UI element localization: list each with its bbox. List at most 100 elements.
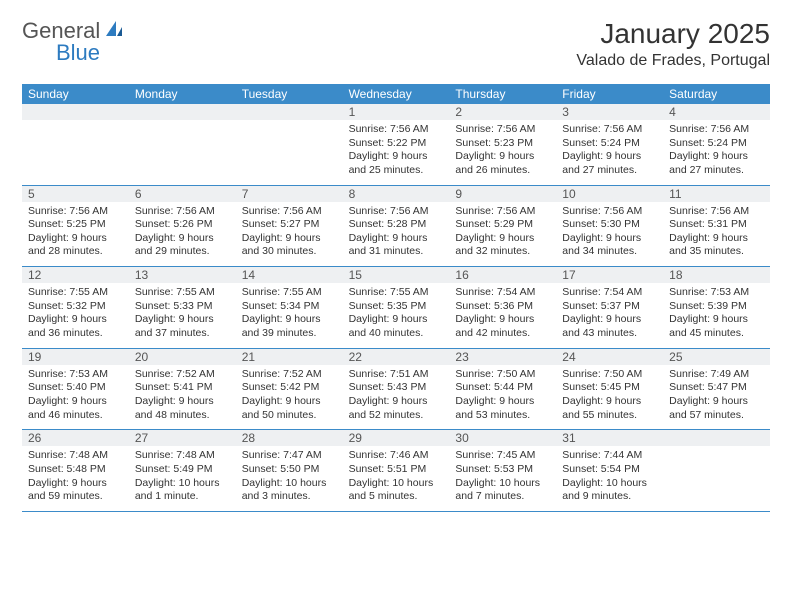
weekday-label: Sunday <box>22 84 129 104</box>
sunrise-line: Sunrise: 7:49 AM <box>669 368 749 380</box>
weekday-header: SundayMondayTuesdayWednesdayThursdayFrid… <box>22 84 770 104</box>
day-number: 14 <box>236 267 343 283</box>
daynum-row: 12131415161718 <box>22 267 770 283</box>
day-number: 9 <box>449 186 556 202</box>
day-number: 16 <box>449 267 556 283</box>
sunrise-line: Sunrise: 7:56 AM <box>135 205 215 217</box>
day-number: 18 <box>663 267 770 283</box>
day-number: 1 <box>343 104 450 120</box>
sunrise-line: Sunrise: 7:56 AM <box>455 123 535 135</box>
day-number: 13 <box>129 267 236 283</box>
day-number <box>22 104 129 120</box>
day-cell: Sunrise: 7:54 AM Sunset: 5:37 PMDaylight:… <box>556 283 663 348</box>
daylight-line: Daylight: 9 hours and 34 minutes. <box>562 232 641 258</box>
day-number: 6 <box>129 186 236 202</box>
sunset-line: Sunset: 5:24 PM <box>562 137 640 149</box>
sunrise-line: Sunrise: 7:56 AM <box>349 205 429 217</box>
sunrise-line: Sunrise: 7:54 AM <box>562 286 642 298</box>
header: General Blue January 2025 Valado de Frad… <box>22 18 770 70</box>
sunset-line: Sunset: 5:28 PM <box>349 218 427 230</box>
daylight-line: Daylight: 9 hours and 46 minutes. <box>28 395 107 421</box>
sunset-line: Sunset: 5:45 PM <box>562 381 640 393</box>
day-number: 28 <box>236 430 343 446</box>
daylight-line: Daylight: 9 hours and 45 minutes. <box>669 313 748 339</box>
sunrise-line: Sunrise: 7:48 AM <box>135 449 215 461</box>
daylight-line: Daylight: 9 hours and 35 minutes. <box>669 232 748 258</box>
sunset-line: Sunset: 5:41 PM <box>135 381 213 393</box>
day-number <box>663 430 770 446</box>
sunrise-line: Sunrise: 7:54 AM <box>455 286 535 298</box>
day-number: 26 <box>22 430 129 446</box>
info-row: Sunrise: 7:56 AM Sunset: 5:22 PM Daylight:… <box>22 120 770 186</box>
day-number: 19 <box>22 349 129 365</box>
day-number: 7 <box>236 186 343 202</box>
daylight-line: Daylight: 9 hours and 26 minutes. <box>455 150 534 176</box>
sunset-line: Sunset: 5:49 PM <box>135 463 213 475</box>
sunrise-line: Sunrise: 7:55 AM <box>135 286 215 298</box>
daylight-line: Daylight: 9 hours and 36 minutes. <box>28 313 107 339</box>
sunset-line: Sunset: 5:36 PM <box>455 300 533 312</box>
day-number: 10 <box>556 186 663 202</box>
sunrise-line: Sunrise: 7:51 AM <box>349 368 429 380</box>
sunrise-line: Sunrise: 7:45 AM <box>455 449 535 461</box>
day-cell: Sunrise: 7:56 AMSunset: 5:26 PMDaylight:… <box>129 202 236 267</box>
sunset-line: Sunset: 5:27 PM <box>242 218 320 230</box>
day-cell: Sunrise: 7:53 AMSunset: 5:40 PMDaylight:… <box>22 365 129 430</box>
sunset-line: Sunset: 5:51 PM <box>349 463 427 475</box>
day-cell: Sunrise: 7:56 AMSunset: 5:29 PMDaylight:… <box>449 202 556 267</box>
day-number: 21 <box>236 349 343 365</box>
daylight-line: Daylight: 10 hours and 9 minutes. <box>562 477 647 503</box>
daylight-line: Daylight: 9 hours and 42 minutes. <box>455 313 534 339</box>
sunrise-line: Sunrise: 7:47 AM <box>242 449 322 461</box>
daylight-line: Daylight: 9 hours and 52 minutes. <box>349 395 428 421</box>
day-number: 31 <box>556 430 663 446</box>
sunrise-line: Sunrise: 7:46 AM <box>349 449 429 461</box>
daylight-line: Daylight: 9 hours and 43 minutes. <box>562 313 641 339</box>
day-cell: Sunrise: 7:48 AMSunset: 5:48 PMDaylight:… <box>22 446 129 511</box>
sunset-line: Sunset: 5:37 PM <box>562 300 640 312</box>
day-cell: Sunrise: 7:53 AMSunset: 5:39 PMDaylight:… <box>663 283 770 348</box>
logo: General Blue <box>22 18 126 44</box>
day-number: 8 <box>343 186 450 202</box>
day-cell <box>663 446 770 511</box>
day-cell: Sunrise: 7:49 AMSunset: 5:47 PMDaylight:… <box>663 365 770 430</box>
sunrise-line: Sunrise: 7:55 AM <box>242 286 322 298</box>
sunrise-line: Sunrise: 7:52 AM <box>135 368 215 380</box>
calendar: SundayMondayTuesdayWednesdayThursdayFrid… <box>22 84 770 512</box>
day-cell: Sunrise: 7:50 AMSunset: 5:44 PMDaylight:… <box>449 365 556 430</box>
daylight-line: Daylight: 10 hours and 7 minutes. <box>455 477 540 503</box>
day-number: 22 <box>343 349 450 365</box>
day-cell: Sunrise: 7:52 AMSunset: 5:42 PMDaylight:… <box>236 365 343 430</box>
sunset-line: Sunset: 5:25 PM <box>28 218 106 230</box>
day-cell: Sunrise: 7:56 AMSunset: 5:23 PMDaylight:… <box>449 120 556 185</box>
logo-text-blue: Blue <box>56 40 100 66</box>
day-number: 25 <box>663 349 770 365</box>
sunrise-line: Sunrise: 7:50 AM <box>562 368 642 380</box>
daylight-line: Daylight: 10 hours and 5 minutes. <box>349 477 434 503</box>
day-cell: Sunrise: 7:56 AMSunset: 5:27 PMDaylight:… <box>236 202 343 267</box>
daynum-row: 567891011 <box>22 186 770 202</box>
daynum-row: 19202122232425 <box>22 349 770 365</box>
weekday-label: Monday <box>129 84 236 104</box>
day-cell: Sunrise: 7:56 AMSunset: 5:25 PMDaylight:… <box>22 202 129 267</box>
daylight-line: Daylight: 9 hours and 55 minutes. <box>562 395 641 421</box>
sunrise-line: Sunrise: 7:44 AM <box>562 449 642 461</box>
page-title: January 2025 <box>576 18 770 50</box>
day-number: 2 <box>449 104 556 120</box>
sunset-line: Sunset: 5:26 PM <box>135 218 213 230</box>
sunset-line: Sunset: 5:24 PM <box>669 137 747 149</box>
day-cell: Sunrise: 7:55 AMSunset: 5:35 PMDaylight:… <box>343 283 450 348</box>
sunrise-line: Sunrise: 7:50 AM <box>455 368 535 380</box>
daylight-line: Daylight: 10 hours and 1 minute. <box>135 477 220 503</box>
day-cell: Sunrise: 7:46 AM Sunset: 5:51 PM Daylight:… <box>343 446 450 511</box>
day-number: 12 <box>22 267 129 283</box>
day-cell: Sunrise: 7:47 AMSunset: 5:50 PMDaylight:… <box>236 446 343 511</box>
day-cell: Sunrise: 7:56 AMSunset: 5:28 PMDaylight:… <box>343 202 450 267</box>
location: Valado de Frades, Portugal <box>576 52 770 70</box>
sunset-line: Sunset: 5:47 PM <box>669 381 747 393</box>
sunset-line: Sunset: 5:22 PM <box>349 137 427 149</box>
sunrise-line: Sunrise: 7:55 AM <box>349 286 429 298</box>
daylight-line: Daylight: 9 hours and 53 minutes. <box>455 395 534 421</box>
daylight-line: Daylight: 9 hours and 27 minutes. <box>669 150 748 176</box>
day-cell: Sunrise: 7:54 AM Sunset: 5:36 PMDaylight:… <box>449 283 556 348</box>
